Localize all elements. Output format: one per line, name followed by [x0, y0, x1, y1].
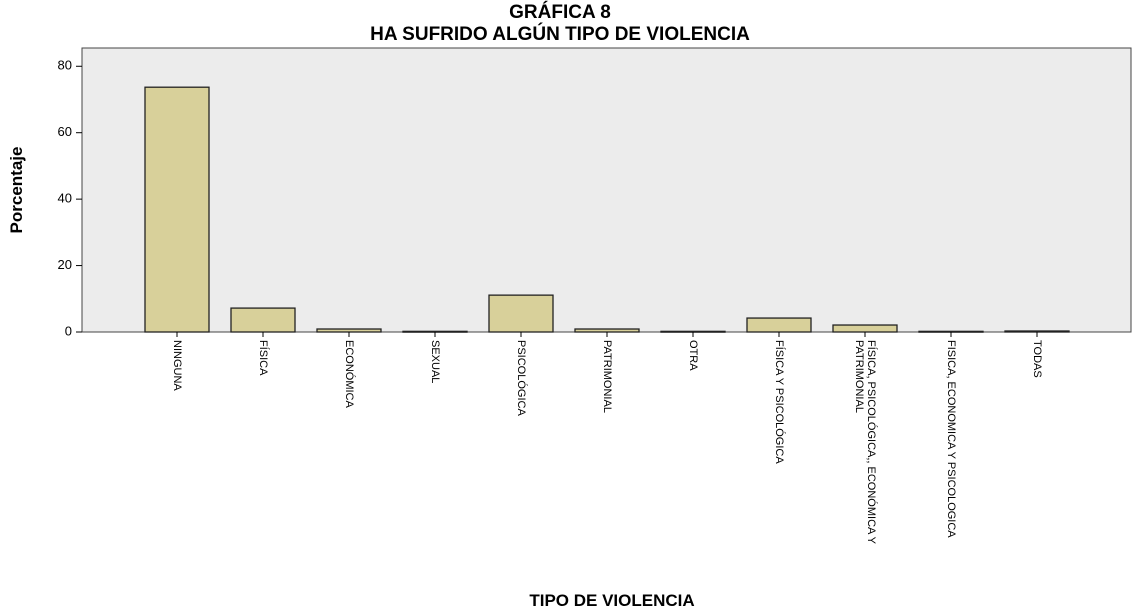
y-tick-label: 60: [58, 124, 72, 139]
x-axis-label: TIPO DE VIOLENCIA: [529, 591, 694, 610]
bar: [1004, 330, 1070, 333]
y-axis-label: Porcentaje: [7, 147, 26, 234]
bar: [574, 328, 640, 333]
x-tick-label: NINGUNA: [171, 340, 183, 391]
chart-title: GRÁFICA 8: [509, 1, 611, 23]
x-tick-label: TODAS: [1031, 340, 1043, 378]
bar: [230, 307, 296, 333]
bar: [144, 86, 210, 333]
x-tick-label: PATRIMONIAL: [601, 340, 613, 413]
y-tick-label: 80: [58, 58, 72, 73]
bar: [488, 294, 554, 333]
x-tick-label: SEXUAL: [429, 340, 441, 383]
x-tick-label: FISICA, ECONOMICA Y PSICOLOGICA: [945, 340, 957, 538]
x-tick-label: OTRA: [687, 340, 699, 371]
x-tick-label: FÍSICA, PSICOLÓGICA,, ECONÓMICA YPATRIMO…: [853, 340, 878, 545]
x-tick-label: PSICOLÓGICA: [515, 340, 528, 416]
chart-title: HA SUFRIDO ALGÚN TIPO DE VIOLENCIA: [370, 23, 750, 45]
y-tick-label: 20: [58, 257, 72, 272]
x-tick-label: FÍSICA: [257, 340, 270, 376]
y-tick-label: 40: [58, 191, 72, 206]
bar: [832, 324, 898, 333]
bar: [316, 328, 382, 333]
bar: [746, 317, 812, 333]
y-tick-label: 0: [65, 323, 72, 338]
plot-area: [81, 47, 1132, 333]
x-tick-label: ECONÓMICA: [343, 340, 356, 409]
x-tick-label: FÍSICA Y PSICOLÓGICA: [773, 340, 786, 464]
